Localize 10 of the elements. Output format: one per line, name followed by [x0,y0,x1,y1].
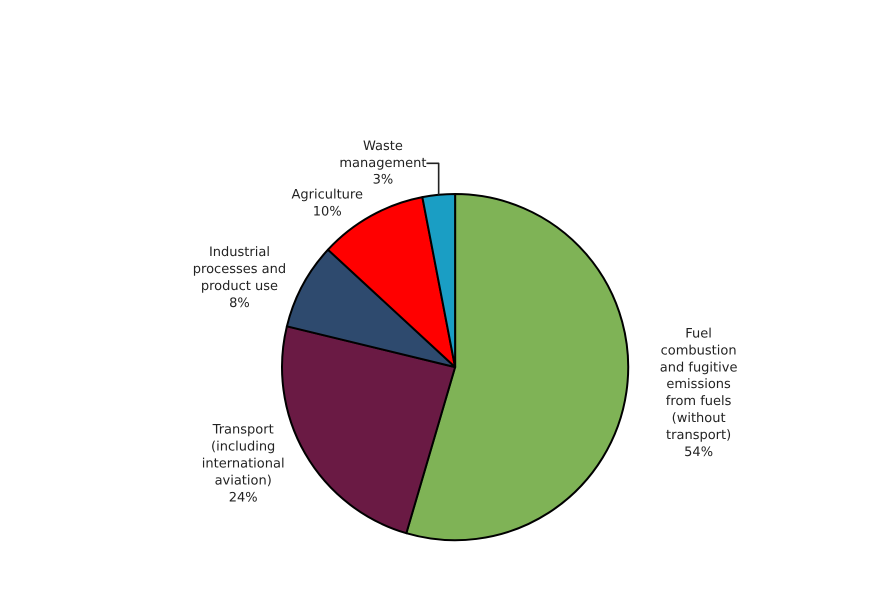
slice-label: Transport (including international aviation) [202,422,285,488]
data-label: 10% [312,204,342,220]
slice-label: Fuel combustion and fugitive emissions from fuels (without transport) [660,326,738,443]
slice-label: Waste management [339,138,426,171]
slice-label: Agriculture [291,188,363,203]
data-label: 3% [372,172,394,188]
data-label: 24% [228,490,258,506]
data-label: 54% [684,444,714,460]
slice-label: Industrial processes and product use [192,245,286,294]
data-label: 8% [229,296,250,311]
